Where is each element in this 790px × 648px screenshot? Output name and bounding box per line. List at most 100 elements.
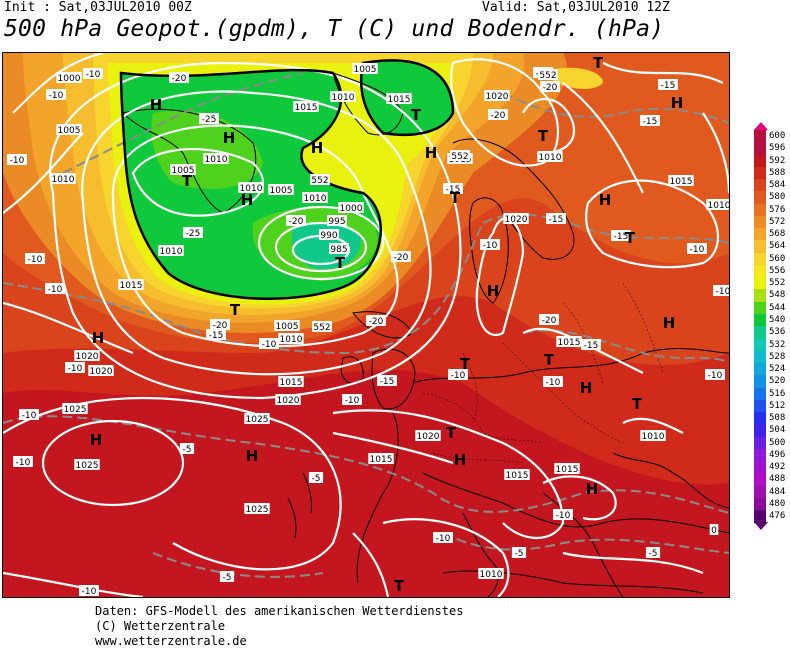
legend-entry: 520 [754, 375, 788, 388]
isotherm-label: -25 [186, 229, 201, 239]
isotherm-label-bg [7, 154, 27, 165]
geopotential-label: 552 [539, 71, 556, 81]
legend-entry: 588 [754, 166, 788, 180]
legend-entry: 580 [754, 191, 788, 204]
isotherm-label-bg [658, 79, 678, 90]
legend-swatch [754, 326, 766, 339]
temperature-labels: -10-10-10-20-25-25-20-20-25-20-20-15-15-… [7, 67, 729, 597]
high-pressure-marker: H [150, 96, 163, 114]
high-pressure-marker: H [246, 447, 259, 465]
isobar-label: 1015 [556, 465, 579, 475]
isotherm-label-bg [687, 243, 707, 254]
isobar-label: 1025 [76, 461, 99, 471]
isotherm-label: -25 [202, 115, 217, 125]
isotherm-label-bg [219, 571, 235, 582]
legend-swatch [754, 191, 766, 204]
isobar-label-bg [706, 199, 729, 210]
isobar-label-bg [170, 164, 196, 175]
geopotential-label-bg [312, 321, 332, 332]
isotherm-label: -10 [10, 156, 25, 166]
legend-entry: 476 [754, 510, 788, 523]
weather-map-canvas: 1000 1005 1010 1005 1010 1010 1005 1010 1015 1010… [3, 53, 729, 597]
legend-swatch [754, 338, 766, 351]
low-pressure-marker: T [593, 54, 604, 72]
legend-swatch [754, 412, 766, 425]
isobar-label: 1025 [64, 405, 87, 415]
isotherm-label: 0 [711, 526, 717, 536]
legend-swatch [754, 497, 766, 511]
isobar-label: 1005 [172, 166, 195, 176]
isotherm-label-bg [511, 547, 527, 558]
isotherm-label-bg [480, 239, 500, 250]
isotherm-label: -15 [446, 185, 461, 195]
legend-swatch [754, 473, 766, 486]
isotherm-label: -20 [369, 317, 384, 327]
legend-entry: 560 [754, 252, 788, 265]
isobar-label: 1020 [277, 396, 300, 406]
low-pressure-marker: T [411, 106, 422, 124]
legend-value: 568 [769, 229, 786, 240]
isotherm-label-bg [377, 375, 397, 386]
isobar-label-bg [293, 101, 319, 112]
isobar-label: 1010 [708, 201, 729, 211]
legend-swatch [754, 252, 766, 265]
isotherm-label: -10 [68, 364, 83, 374]
isobar-label: 1010 [280, 335, 303, 345]
legend-entry: 572 [754, 215, 788, 229]
isotherm-label-bg [448, 369, 468, 380]
isobar-label: 1000 [340, 204, 363, 214]
legend-value: 480 [769, 498, 786, 509]
isobar-label-bg [330, 91, 356, 102]
isobar-label-bg [118, 279, 144, 290]
legend-entry: 504 [754, 424, 788, 437]
isobar-label-bg [327, 215, 347, 226]
high-pressure-marker: H [599, 191, 612, 209]
isobar-label: 1010 [52, 175, 75, 185]
low-pressure-marker: T [394, 577, 405, 595]
legend-swatch [754, 399, 766, 413]
isobar-label-bg [238, 182, 264, 193]
isobar-label-bg [368, 453, 394, 464]
isotherm-label: -20 [543, 83, 558, 93]
high-pressure-marker: H [241, 191, 254, 209]
isotherm-label-bg [259, 338, 279, 349]
isobar-label: 1010 [304, 194, 327, 204]
legend-value: 580 [769, 192, 786, 203]
isotherm-label-bg [286, 215, 306, 226]
high-pressure-marker: H [663, 314, 676, 332]
isobar-label: 1015 [120, 281, 143, 291]
legend-rows: 600 596 592 588 584 580 576 572 568 564 560 556 552 5… [754, 130, 788, 523]
isotherm-label-bg [553, 509, 573, 520]
isobar-label-bg [556, 336, 582, 347]
isobar-label: 1020 [486, 92, 509, 102]
isobar-label-bg [668, 175, 694, 186]
isotherm-label: -10 [708, 371, 723, 381]
isobar-label-bg [278, 333, 304, 344]
isobar-label: 985 [330, 245, 347, 255]
isotherm-label-bg [713, 285, 729, 296]
legend-entry: 536 [754, 326, 788, 339]
isotherm-label-bg [705, 369, 725, 380]
isobar-label-bg [302, 192, 328, 203]
legend-swatch [754, 436, 766, 449]
isobar-label: 1020 [505, 215, 528, 225]
legend-swatch [754, 289, 766, 302]
geopotential-label: 552 [313, 323, 330, 333]
legend-swatch [754, 448, 766, 462]
isobar-label-bg [278, 376, 304, 387]
isotherm-label: -10 [262, 340, 277, 350]
legend-entry: 576 [754, 203, 788, 216]
footer-website[interactable]: www.wetterzentrale.de [95, 634, 247, 648]
isobar-label: 1005 [58, 126, 81, 136]
legend-swatch [754, 154, 766, 167]
isotherm-label: -10 [483, 241, 498, 251]
legend-value: 564 [769, 241, 786, 252]
legend-value: 528 [769, 351, 786, 362]
legend-value: 484 [769, 486, 786, 497]
isotherm-label: -15 [209, 331, 224, 341]
isobar-label: 1025 [246, 505, 269, 515]
isobar-label-bg [503, 213, 529, 224]
legend-entry: 512 [754, 399, 788, 413]
isotherm-label-bg [433, 532, 453, 543]
geopotential-label-bg [538, 69, 558, 80]
